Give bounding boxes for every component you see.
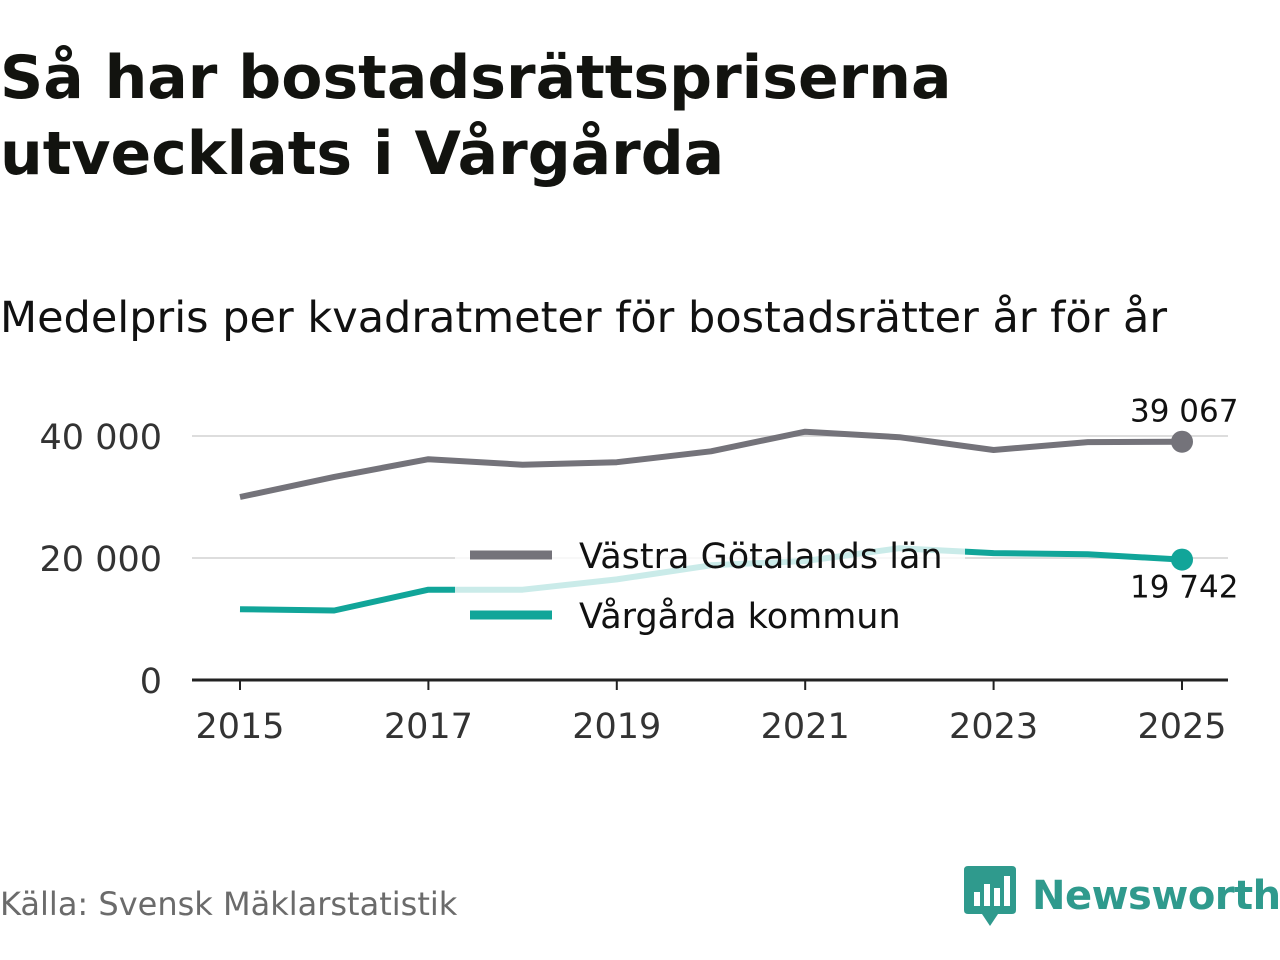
x-tick-label: 2023 [949, 707, 1038, 747]
chart-title: Så har bostadsrättspriserna utvecklats i… [0, 43, 952, 189]
x-tick-label: 2015 [195, 707, 284, 747]
source-note: Källa: Svensk Mäklarstatistik [0, 885, 458, 923]
x-tick-label: 2021 [761, 707, 850, 747]
x-tick-label: 2019 [572, 707, 661, 747]
end-value-label: 19 742 [1130, 570, 1238, 606]
legend-backdrop [455, 526, 965, 642]
series-line-0 [239, 428, 1183, 500]
brand-name: Newsworthy [1032, 873, 1280, 919]
legend-label: Västra Götalands län [579, 537, 943, 577]
x-tick-label: 2017 [384, 707, 473, 747]
end-point-marker [1171, 430, 1193, 453]
chart-subtitle: Medelpris per kvadratmeter för bostadsrä… [0, 293, 1168, 343]
x-tick-label: 2025 [1137, 707, 1226, 747]
y-tick-label: 20 000 [40, 540, 162, 580]
legend-label: Vårgårda kommun [579, 596, 901, 637]
data-labels: 39 067 19 742 [1130, 394, 1238, 606]
y-tick-label: 0 [140, 662, 162, 702]
brand-logo[interactable]: Newsworthy [964, 864, 1280, 928]
end-point-marker [1171, 548, 1193, 571]
legend: Västra Götalands län Vårgårda kommun [455, 526, 965, 642]
y-tick-label: 40 000 [40, 418, 162, 458]
newsworthy-chart-icon [964, 866, 1016, 926]
axes: 0 20 000 40 000 2015 2017 2019 2021 2023 2025 [40, 418, 1228, 747]
end-value-label: 39 067 [1130, 394, 1238, 430]
